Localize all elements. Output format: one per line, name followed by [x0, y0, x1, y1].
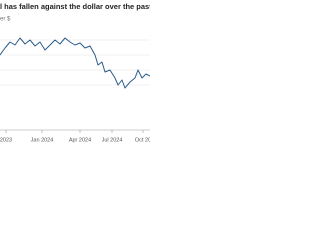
line	[0, 37, 150, 89]
chart-subtitle: er $	[0, 17, 11, 23]
x-tick-label: Oct 20	[135, 137, 150, 143]
x-tick-label: 2023	[0, 137, 12, 143]
x-tick-label: Jul 2024	[102, 137, 123, 143]
x-tick-label: Jan 2024	[31, 137, 54, 143]
x-tick-label: Apr 2024	[69, 137, 91, 143]
background	[0, 0, 150, 150]
chart: l has fallen against the dollar over the…	[0, 0, 150, 150]
chart-title: l has fallen against the dollar over the…	[0, 2, 150, 11]
